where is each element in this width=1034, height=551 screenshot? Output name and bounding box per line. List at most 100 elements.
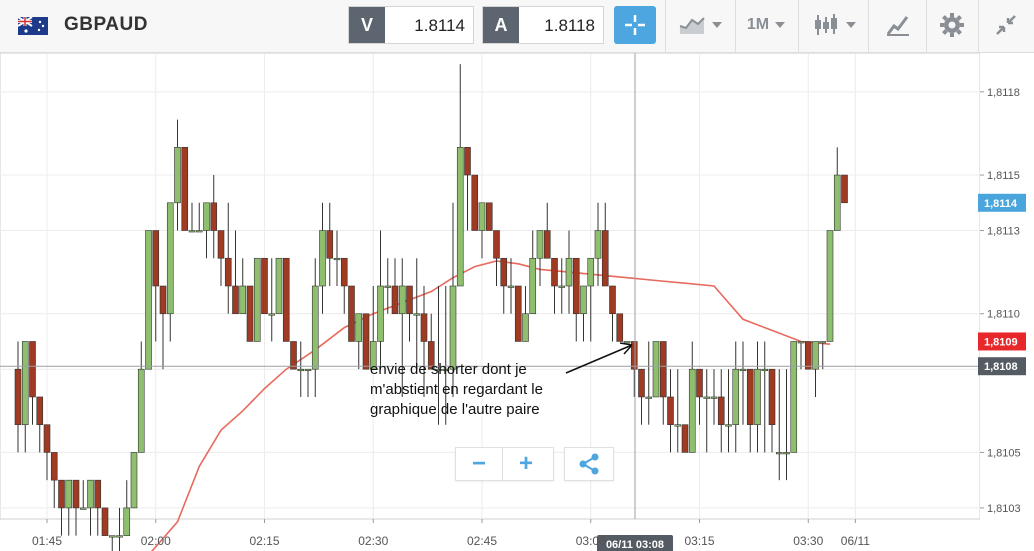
price-chart[interactable]: 06/11 03:08 1,81181,81151,81131,81101,81… bbox=[0, 53, 1034, 551]
candle-bull bbox=[319, 230, 326, 287]
candle-bear bbox=[152, 230, 160, 287]
candle-bull bbox=[703, 396, 711, 399]
zoom-controls: − + bbox=[455, 447, 554, 481]
candle bbox=[123, 480, 131, 536]
crosshair-button[interactable] bbox=[614, 6, 656, 44]
candle-bear bbox=[348, 285, 355, 342]
candle-bull bbox=[174, 147, 181, 204]
crosshair: 06/11 03:08 bbox=[0, 53, 980, 551]
zoom-out-button[interactable]: − bbox=[471, 450, 486, 477]
candle bbox=[768, 368, 776, 453]
candle-bear bbox=[427, 341, 435, 370]
candle bbox=[478, 202, 486, 259]
candle bbox=[630, 341, 638, 397]
sell-price-button[interactable]: V 1.8114 bbox=[348, 6, 474, 44]
candle bbox=[710, 369, 718, 425]
candle-bear bbox=[543, 230, 551, 259]
candle-bear bbox=[50, 452, 58, 481]
drawing-tools-button[interactable] bbox=[876, 6, 920, 44]
candle bbox=[181, 147, 189, 231]
x-tick-label: 02:15 bbox=[249, 534, 279, 548]
candle bbox=[543, 202, 551, 259]
candle bbox=[826, 230, 834, 342]
y-tick-label: 1,8118 bbox=[987, 87, 1020, 99]
candle bbox=[36, 396, 44, 453]
candle bbox=[464, 147, 471, 231]
share-button[interactable] bbox=[564, 447, 614, 481]
timeframe-button[interactable]: 1M bbox=[742, 6, 790, 44]
candle-bear bbox=[768, 368, 776, 425]
settings-button[interactable] bbox=[932, 6, 972, 44]
candle bbox=[833, 147, 841, 231]
price-axis-bg bbox=[980, 53, 1034, 551]
candle-bear bbox=[406, 285, 413, 315]
candle bbox=[601, 202, 609, 287]
candle-bull bbox=[377, 285, 384, 342]
candle bbox=[398, 258, 406, 397]
candle bbox=[652, 341, 660, 398]
candle-bull bbox=[833, 174, 841, 231]
candle bbox=[819, 341, 827, 370]
candle bbox=[297, 341, 305, 397]
x-tick-label: 02:45 bbox=[467, 534, 497, 548]
candle bbox=[456, 64, 464, 287]
candle bbox=[413, 258, 421, 370]
candle bbox=[616, 313, 624, 342]
zoom-in-button[interactable]: + bbox=[518, 450, 533, 477]
candle-bull bbox=[369, 341, 377, 370]
candle bbox=[609, 285, 616, 342]
candle-bear bbox=[514, 285, 522, 342]
time-axis: 01:45 02:00 02:15 02:30 02:45 03:00 03:15 03:30… bbox=[32, 519, 870, 548]
candle bbox=[529, 230, 537, 315]
candle bbox=[195, 202, 203, 233]
candle-bear bbox=[232, 285, 239, 315]
candle bbox=[108, 535, 116, 551]
buy-label: A bbox=[483, 7, 519, 43]
x-tick-label: 03:15 bbox=[684, 534, 714, 548]
candle-bear bbox=[29, 341, 36, 398]
candle bbox=[137, 341, 145, 453]
candle bbox=[783, 369, 790, 481]
candle bbox=[551, 257, 558, 314]
candle bbox=[282, 257, 290, 342]
candle-style-button[interactable] bbox=[806, 6, 862, 44]
minimize-button[interactable] bbox=[984, 6, 1028, 44]
candle-bull bbox=[384, 285, 392, 288]
candle bbox=[804, 341, 812, 370]
candle bbox=[21, 341, 29, 453]
chart-type-button[interactable] bbox=[672, 6, 728, 44]
candle-bull bbox=[645, 396, 653, 399]
candle bbox=[239, 258, 247, 315]
candle-bull bbox=[522, 313, 529, 342]
candle bbox=[72, 479, 80, 536]
candle-bull bbox=[819, 341, 827, 344]
annotation-arrow bbox=[565, 342, 633, 374]
annotation-note: envie de shorter dont je m'abstient en r… bbox=[370, 361, 543, 418]
price-tag bbox=[978, 357, 1026, 376]
candle-bull bbox=[87, 479, 94, 509]
candle bbox=[500, 257, 508, 314]
candle-bull bbox=[435, 368, 442, 372]
minimize-icon bbox=[996, 15, 1016, 35]
candle bbox=[50, 452, 58, 508]
candle bbox=[435, 286, 442, 425]
share-icon bbox=[579, 453, 599, 475]
candle bbox=[746, 368, 754, 453]
candle-bear bbox=[493, 230, 500, 259]
toolbar: GBPAUD V 1.8114 A 1.8118 1M bbox=[0, 0, 1034, 53]
candle bbox=[253, 257, 261, 342]
y-tick-label: 1,8103 bbox=[987, 503, 1021, 515]
candle bbox=[348, 285, 355, 342]
candle bbox=[261, 257, 268, 315]
candle-bear bbox=[72, 479, 80, 509]
candle bbox=[775, 369, 783, 481]
candle-bull bbox=[123, 507, 131, 536]
candle-bull bbox=[688, 368, 696, 453]
sell-price: 1.8114 bbox=[414, 16, 465, 35]
candle-bear bbox=[601, 230, 609, 287]
candle-bear bbox=[659, 341, 667, 398]
buy-price-button[interactable]: A 1.8118 bbox=[482, 6, 604, 44]
candle-bull bbox=[710, 396, 718, 399]
candle-bull bbox=[188, 230, 196, 233]
candle bbox=[58, 479, 65, 536]
